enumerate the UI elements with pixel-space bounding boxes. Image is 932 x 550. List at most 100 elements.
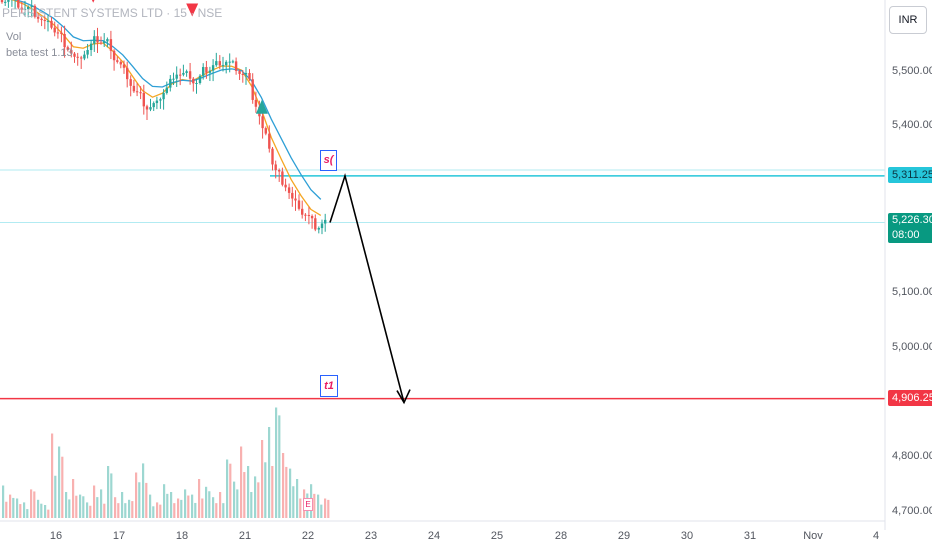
candle-body	[202, 67, 205, 76]
earnings-marker[interactable]: E	[303, 498, 313, 511]
projection-arrowhead	[396, 389, 411, 405]
indicator-beta-label[interactable]: beta test 1.13	[6, 47, 73, 59]
candle-body	[46, 20, 50, 22]
candle-body	[155, 100, 159, 104]
candle-body	[248, 72, 251, 80]
candle-body	[129, 79, 132, 86]
candle-body	[27, 6, 30, 10]
stop-note[interactable]: s(	[320, 150, 337, 171]
volume-bar	[184, 489, 187, 518]
candle-body	[264, 128, 267, 134]
candle-body	[99, 42, 103, 44]
volume-bars	[2, 407, 330, 518]
candle-body	[192, 78, 195, 84]
candle-body	[274, 164, 277, 171]
time-tick: 28	[554, 530, 568, 542]
volume-bar	[100, 489, 103, 518]
volume-bar	[23, 502, 26, 518]
candle-body	[231, 61, 235, 63]
volume-bar	[54, 475, 57, 518]
candle-body	[86, 50, 89, 55]
volume-bar	[16, 498, 19, 518]
volume-bar	[226, 459, 229, 518]
volume-bar	[320, 504, 323, 518]
volume-bar	[117, 503, 120, 518]
candle-body	[185, 71, 188, 73]
volume-bar	[47, 509, 50, 518]
time-tick: Nov	[803, 530, 823, 542]
candle-body	[281, 171, 284, 185]
candle-body	[208, 70, 212, 73]
volume-bar	[12, 497, 15, 518]
price-tick: 5,000.00	[892, 341, 932, 353]
candle-body	[254, 99, 258, 107]
candle-body	[218, 61, 221, 66]
candle-body	[228, 61, 231, 63]
candle-body	[278, 170, 281, 172]
volume-bar	[194, 502, 197, 518]
volume-bar	[219, 492, 222, 518]
buy-signal-marker	[255, 99, 268, 114]
volume-bar	[103, 503, 106, 518]
time-tick: 30	[680, 530, 694, 542]
candle-body	[23, 9, 27, 11]
volume-bar	[110, 473, 113, 518]
volume-bar	[296, 479, 299, 518]
resistance-price-tag[interactable]: 5,311.25	[888, 167, 932, 183]
bar-countdown: 08:00	[892, 229, 920, 241]
candle-body	[80, 57, 83, 59]
candle-body	[122, 64, 126, 68]
price-tick: 5,500.00	[892, 65, 932, 77]
volume-bar	[261, 440, 264, 518]
candle-body	[149, 107, 152, 110]
volume-bar	[215, 503, 218, 518]
volume-bar	[156, 502, 159, 518]
volume-bar	[278, 415, 281, 518]
volume-bar	[208, 491, 211, 518]
volume-bar	[233, 481, 236, 518]
volume-bar	[131, 501, 134, 518]
volume-bar	[166, 493, 169, 518]
candle-body	[234, 61, 238, 71]
volume-bar	[86, 502, 89, 518]
target-price-tag[interactable]: 4,906.25	[888, 390, 932, 406]
ema-slow-line	[13, 0, 322, 200]
candle-body	[211, 65, 215, 71]
candle-body	[251, 79, 254, 100]
candle-body	[139, 92, 142, 94]
volume-bar	[250, 492, 253, 518]
last-price-tag[interactable]: 5,226.30 08:00	[888, 213, 932, 243]
volume-bar	[170, 492, 173, 518]
last-price: 5,226.30	[892, 214, 932, 226]
time-tick: 23	[364, 530, 378, 542]
candle-body	[159, 99, 162, 101]
candle-body	[4, 1, 7, 3]
sell-signal-marker	[186, 3, 199, 17]
candle-body	[53, 27, 56, 33]
volume-bar	[121, 492, 124, 518]
candle-body	[291, 192, 294, 199]
volume-bar	[72, 479, 75, 518]
candle-body	[60, 32, 63, 34]
target-note[interactable]: t1	[320, 375, 338, 397]
volume-bar	[145, 482, 148, 518]
volume-bar	[135, 472, 138, 518]
volume-bar	[205, 486, 208, 518]
volume-bar	[299, 498, 302, 518]
currency-button[interactable]: INR	[889, 6, 927, 34]
candle-body	[33, 5, 37, 17]
candle-body	[310, 216, 314, 219]
candle-body	[56, 32, 60, 34]
time-tick: 29	[617, 530, 631, 542]
volume-bar	[152, 506, 155, 518]
candle-body	[83, 54, 86, 59]
candle-body	[241, 73, 244, 75]
indicator-volume-label[interactable]: Vol	[6, 31, 22, 43]
time-tick: 4	[872, 530, 880, 542]
candle-body	[152, 103, 155, 108]
candle-body	[135, 91, 139, 93]
volume-bar	[9, 494, 12, 518]
candle-body	[119, 61, 122, 65]
volume-bar	[177, 498, 180, 518]
